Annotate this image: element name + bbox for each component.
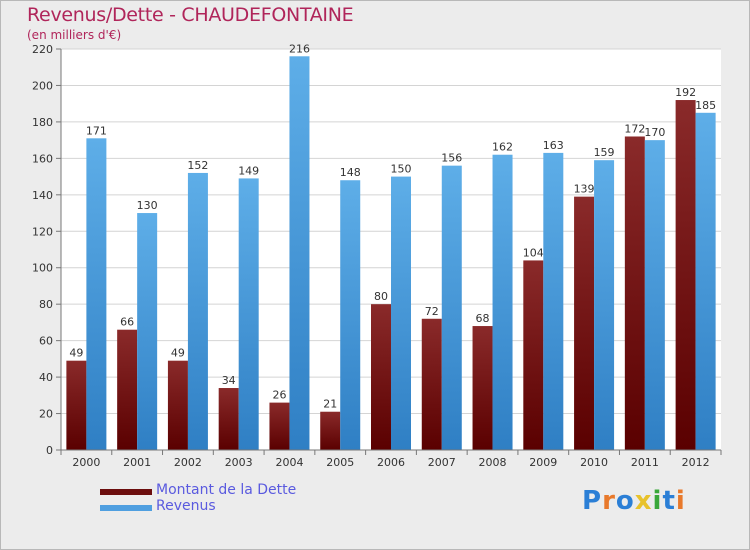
data-labels: 49 171 66 130 49 152 34 149 26 216 21 148 80 150 72 156…	[69, 42, 716, 410]
debt-value-label: 21	[323, 398, 337, 411]
revenus-bar	[187, 172, 208, 451]
revenus-value-label: 156	[441, 152, 462, 165]
revenus-bar	[289, 56, 310, 451]
x-tick-label: 2002	[174, 456, 202, 469]
x-tick-label: 2011	[631, 456, 659, 469]
revenus-bar	[340, 180, 361, 450]
debt-bar	[421, 318, 442, 450]
debt-bar	[472, 326, 493, 450]
revenus-bar	[644, 140, 665, 451]
logo-letter: x	[634, 486, 653, 516]
chart-title: Revenus/Dette - CHAUDEFONTAINE	[27, 4, 354, 26]
y-tick-label: 220	[32, 43, 53, 56]
debt-value-label: 104	[523, 246, 544, 259]
revenus-bar	[238, 178, 259, 450]
logo-letter: P	[582, 486, 603, 516]
y-tick-label: 100	[32, 262, 53, 275]
x-tick-label: 2012	[682, 456, 710, 469]
debt-value-label: 68	[476, 312, 490, 325]
revenus-bar	[543, 152, 564, 451]
logo-letter: i	[652, 486, 663, 516]
legend-label-revenus: Revenus	[156, 498, 216, 514]
revenus-value-label: 163	[543, 139, 564, 152]
revenus-value-label: 185	[695, 99, 716, 112]
revenus-value-label: 150	[391, 163, 412, 176]
debt-bar	[371, 304, 391, 450]
proxiti-logo: Proxiti	[582, 486, 686, 516]
legend-swatch-debt	[100, 489, 152, 495]
debt-value-label: 192	[675, 86, 696, 99]
x-tick-label: 2010	[580, 456, 608, 469]
revenus-value-label: 170	[644, 126, 665, 139]
x-tick-label: 2000	[72, 456, 100, 469]
y-tick-label: 180	[32, 116, 53, 129]
y-tick-label: 60	[39, 335, 53, 348]
debt-bar	[117, 329, 138, 450]
debt-value-label: 49	[69, 347, 83, 360]
debt-bar	[66, 360, 87, 450]
debt-value-label: 49	[171, 347, 185, 360]
debt-value-label: 34	[222, 374, 236, 387]
debt-value-label: 66	[120, 316, 134, 329]
y-tick-label: 40	[39, 371, 53, 384]
revenus-bar	[86, 138, 107, 450]
x-tick-label: 2006	[377, 456, 405, 469]
debt-value-label: 80	[374, 290, 388, 303]
revenus-value-label: 162	[492, 141, 513, 154]
y-tick-label: 20	[39, 408, 53, 421]
y-tick-label: 200	[32, 79, 53, 92]
y-tick-label: 140	[32, 189, 53, 202]
x-tick-label: 2004	[275, 456, 303, 469]
y-tick-label: 160	[32, 152, 53, 165]
revenus-value-label: 148	[340, 166, 361, 179]
debt-bar	[320, 411, 341, 450]
debt-value-label: 172	[624, 122, 645, 135]
revenus-value-label: 171	[86, 124, 107, 137]
debt-bar	[624, 136, 645, 450]
revenus-bar	[594, 160, 615, 450]
x-tick-label: 2009	[529, 456, 557, 469]
debt-bar	[167, 360, 188, 450]
revenus-value-label: 149	[238, 164, 259, 177]
logo-letter: o	[615, 486, 635, 516]
bars	[66, 56, 716, 451]
x-tick-label: 2005	[326, 456, 354, 469]
legend-swatch-revenus	[100, 505, 152, 511]
debt-bar	[218, 388, 239, 450]
revenus-value-label: 152	[187, 159, 208, 172]
debt-bar	[523, 260, 544, 450]
revenus-value-label: 216	[289, 42, 310, 55]
y-tick-label: 0	[46, 444, 53, 457]
revenus-bar	[492, 154, 513, 450]
revenus-bar	[391, 176, 411, 450]
axes: 0 20 40 60 80 100 120 140 160 180 200 220 2000 2001 20…	[32, 43, 722, 469]
debt-bar	[269, 402, 290, 450]
x-tick-label: 2008	[479, 456, 507, 469]
y-tick-label: 120	[32, 225, 53, 238]
debt-bar	[574, 196, 595, 450]
logo-letter: i	[675, 486, 686, 516]
x-tick-label: 2007	[428, 456, 456, 469]
legend-label-debt: Montant de la Dette	[156, 482, 297, 498]
logo-letter: t	[662, 486, 676, 516]
revenus-value-label: 130	[137, 199, 158, 212]
logo-letter: r	[602, 486, 616, 516]
revenus-bar	[695, 112, 716, 450]
debt-bar	[675, 100, 696, 450]
x-tick-label: 2001	[123, 456, 151, 469]
revenus-bar	[137, 213, 158, 450]
y-tick-label: 80	[39, 298, 53, 311]
revenus-value-label: 159	[594, 146, 615, 159]
x-tick-label: 2003	[225, 456, 253, 469]
revenus-bar	[441, 165, 462, 450]
debt-value-label: 26	[272, 389, 286, 402]
debt-value-label: 139	[574, 183, 595, 196]
chart-subtitle: (en milliers d'€)	[27, 28, 122, 42]
debt-value-label: 72	[425, 305, 439, 318]
